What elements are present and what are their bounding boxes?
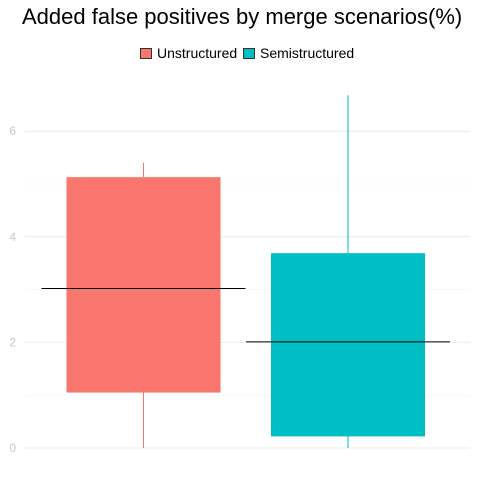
box-unstructured (66, 177, 221, 393)
legend-item-semistructured: Semistructured (243, 44, 354, 62)
box-semistructured (271, 253, 425, 437)
y-tick-label: 2 (9, 335, 16, 349)
legend-label-semistructured: Semistructured (260, 45, 355, 61)
legend-label-unstructured: Unstructured (157, 45, 238, 61)
y-tick-label: 4 (9, 230, 16, 244)
legend: Unstructured Semistructured (0, 44, 480, 64)
chart-title: Added false positives by merge scenarios… (22, 4, 463, 29)
y-tick-label: 6 (9, 124, 16, 138)
legend-item-unstructured: Unstructured (140, 44, 237, 62)
legend-key-semistructured (243, 47, 255, 59)
y-tick-label: 0 (9, 441, 16, 455)
legend-key-unstructured (140, 47, 152, 59)
